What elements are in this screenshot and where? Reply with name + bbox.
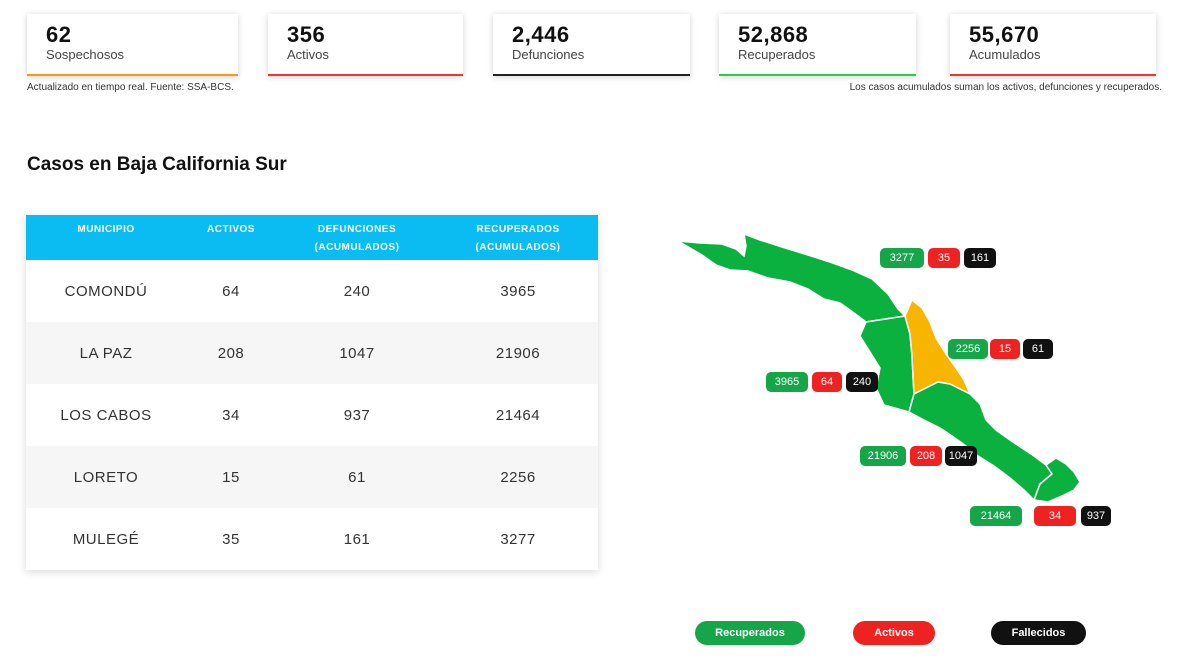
cell-recuperados: 3277: [500, 530, 536, 548]
cell-municipio: LOS CABOS: [60, 406, 152, 424]
header-defunciones: DEFUNCIONES (ACUMULADOS): [314, 224, 400, 253]
stat-card-acumulados: 55,670 Acumulados: [950, 14, 1156, 76]
header-recuperados: RECUPERADOS (ACUMULADOS): [475, 224, 561, 253]
table-row: LOS CABOS 34 937 21464: [26, 384, 598, 446]
map-region-mulege[interactable]: [677, 232, 907, 323]
badge-comondu-fallecidos: 240: [846, 372, 878, 392]
table-row: COMONDÚ 64 240 3965: [26, 260, 598, 322]
stat-value: 356: [287, 22, 326, 47]
stat-label: Defunciones: [512, 47, 585, 62]
badge-mulege-activos: 35: [928, 248, 960, 268]
badge-loscabos-fallecidos: 937: [1081, 506, 1111, 526]
stat-value: 62: [46, 22, 72, 47]
badge-mulege-fallecidos: 161: [964, 248, 996, 268]
badge-lapaz-activos: 208: [910, 446, 942, 466]
sum-note: Los casos acumulados suman los activos, …: [849, 82, 1162, 93]
badge-mulege-recuperados: 3277: [880, 248, 924, 268]
badge-loscabos-recuperados: 21464: [970, 506, 1022, 526]
cell-defunciones: 1047: [339, 344, 375, 362]
badge-comondu-activos: 64: [812, 372, 842, 392]
stat-card-sospechosos: 62 Sospechosos: [27, 14, 238, 76]
stat-card-recuperados: 52,868 Recuperados: [719, 14, 916, 76]
badge-loreto-activos: 15: [990, 339, 1020, 359]
stat-value: 55,670: [969, 22, 1040, 47]
cell-recuperados: 2256: [500, 468, 536, 486]
table-row: MULEGÉ 35 161 3277: [26, 508, 598, 570]
badge-lapaz-recuperados: 21906: [860, 446, 906, 466]
cell-defunciones: 61: [348, 468, 366, 486]
map-region-loscabos[interactable]: [1032, 457, 1081, 503]
header-municipio: MUNICIPIO: [77, 224, 135, 235]
legend-fallecidos[interactable]: Fallecidos: [991, 621, 1086, 645]
stat-label: Activos: [287, 47, 329, 62]
badge-comondu-recuperados: 3965: [766, 372, 808, 392]
table-body: COMONDÚ 64 240 3965 LA PAZ 208 1047 2190…: [26, 260, 598, 570]
stat-value: 2,446: [512, 22, 570, 47]
cell-recuperados: 3965: [500, 282, 536, 300]
cell-recuperados: 21464: [495, 406, 541, 424]
cell-municipio: MULEGÉ: [72, 530, 140, 548]
stat-label: Acumulados: [969, 47, 1041, 62]
cell-activos: 64: [222, 282, 240, 300]
map-region-comondu[interactable]: [859, 315, 915, 413]
stat-label: Recuperados: [738, 47, 816, 62]
map-region-lapaz[interactable]: [908, 381, 1053, 502]
cell-activos: 35: [222, 530, 240, 548]
cell-activos: 208: [217, 344, 245, 362]
cases-table: MUNICIPIO ACTIVOS DEFUNCIONES (ACUMULADOS…: [26, 215, 598, 570]
cell-recuperados: 21906: [495, 344, 541, 362]
stat-value: 52,868: [738, 22, 809, 47]
badge-loscabos-activos: 34: [1034, 506, 1076, 526]
table-row: LORETO 15 61 2256: [26, 446, 598, 508]
stat-card-activos: 356 Activos: [268, 14, 463, 76]
source-note: Actualizado en tiempo real. Fuente: SSA-…: [27, 82, 234, 93]
legend-recuperados[interactable]: Recuperados: [695, 621, 805, 645]
cell-defunciones: 937: [343, 406, 371, 424]
table-row: LA PAZ 208 1047 21906: [26, 322, 598, 384]
legend-activos[interactable]: Activos: [853, 621, 935, 645]
cell-activos: 34: [222, 406, 240, 424]
badge-lapaz-fallecidos: 1047: [945, 446, 977, 466]
header-activos: ACTIVOS: [207, 224, 255, 235]
cell-municipio: LA PAZ: [79, 344, 133, 362]
cell-municipio: LORETO: [73, 468, 139, 486]
badge-loreto-recuperados: 2256: [948, 339, 988, 359]
stat-card-defunciones: 2,446 Defunciones: [493, 14, 690, 76]
badge-loreto-fallecidos: 61: [1023, 339, 1053, 359]
cell-activos: 15: [222, 468, 240, 486]
cell-defunciones: 240: [343, 282, 371, 300]
section-title: Casos en Baja California Sur: [27, 154, 287, 175]
table-header: MUNICIPIO ACTIVOS DEFUNCIONES (ACUMULADOS…: [26, 215, 598, 260]
cell-municipio: COMONDÚ: [64, 282, 148, 300]
stat-label: Sospechosos: [46, 47, 125, 62]
cell-defunciones: 161: [343, 530, 371, 548]
